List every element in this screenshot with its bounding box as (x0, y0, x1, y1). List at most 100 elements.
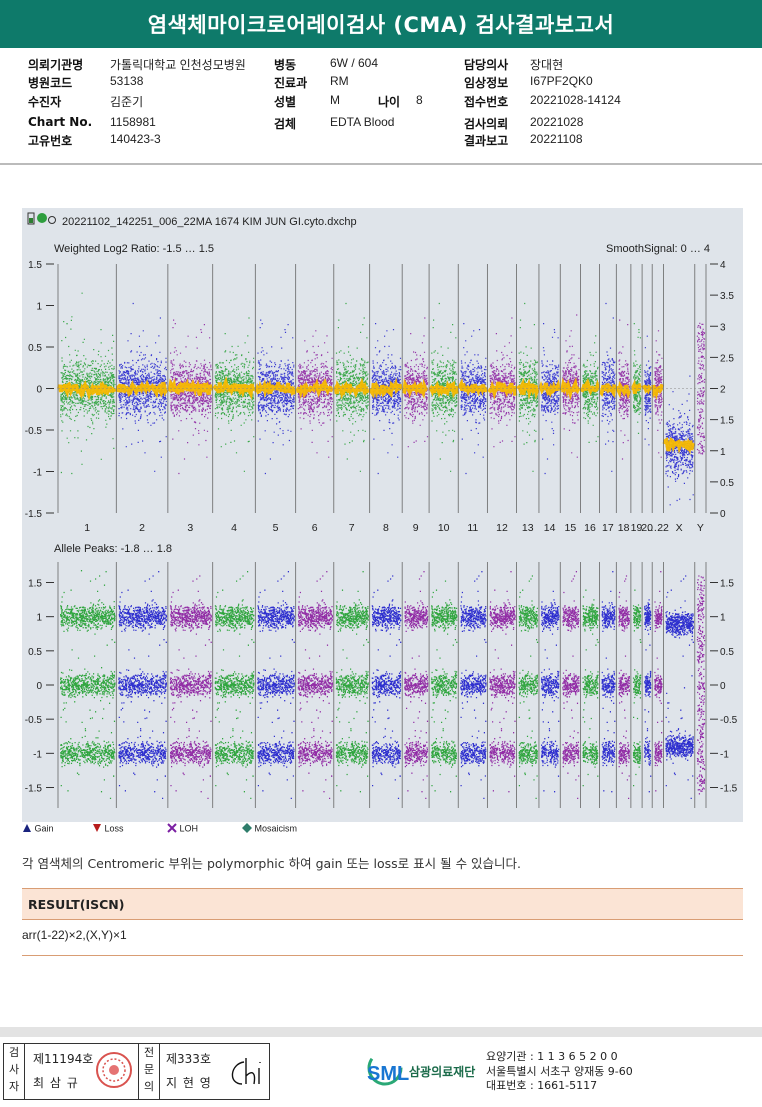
seal-stamp-icon (94, 1050, 134, 1090)
panel2-title: Allele Peaks: -1.8 … 1.8 (54, 543, 172, 555)
chromosome-label: 4 (231, 522, 237, 534)
svg-text:삼광의료재단: 삼광의료재단 (409, 1064, 475, 1079)
smooth-signal-line (333, 377, 370, 400)
allele-points (618, 575, 630, 800)
smooth-signal-line (579, 378, 601, 396)
chromosome-label: 18 (618, 522, 630, 534)
info-label: 의뢰기관명 (28, 58, 84, 72)
data-points (214, 317, 255, 472)
smooth-signal-line (167, 378, 213, 398)
smooth-signal-line (368, 377, 403, 400)
legend-item: Mosaicism (242, 823, 297, 835)
smooth-signal-line (457, 377, 489, 397)
org-logo: SML 삼광의료재단 (365, 1048, 485, 1096)
data-points (489, 317, 516, 448)
allele-points (541, 590, 560, 793)
info-label: Chart No. (28, 115, 93, 129)
y-tick-label: 1.5 (28, 579, 42, 590)
patient-info: 의뢰기관명 가톨릭대학교 인천성모병원 병동 6W / 604 담당의사 장대현 병원코드 5… (0, 52, 762, 152)
y2-tick-label: 4 (720, 260, 726, 271)
centromere-note: 각 염색체의 Centromeric 부위는 polymorphic 하여 ga… (22, 856, 522, 871)
y-tick-label: -1.5 (25, 784, 43, 795)
result-divider (22, 955, 743, 956)
y2-tick-label: 1 (720, 613, 726, 624)
allele-points (601, 571, 616, 793)
info-value: 1158981 (110, 115, 156, 129)
y-tick-label: 1 (36, 302, 42, 313)
y-tick-label: 0 (36, 681, 42, 692)
smooth-signal-line (254, 379, 297, 399)
info-label: 진료과 (274, 76, 308, 90)
allele-points (431, 580, 458, 793)
allele-points (582, 589, 599, 787)
y2-tick-label: 0 (720, 509, 726, 520)
y-tick-label: -1 (33, 468, 42, 479)
info-label: 검체 (274, 117, 297, 131)
legend-label: Gain (34, 823, 54, 834)
y-tick-label: -1 (33, 749, 42, 760)
allele-points (118, 571, 168, 800)
data-points (257, 319, 295, 475)
org-code: 요양기관 : 1 1 3 6 5 2 0 0 (486, 1050, 618, 1063)
info-value: 6W / 604 (330, 56, 379, 70)
y2-tick-label: 3 (720, 322, 726, 333)
smooth-signal-line (641, 384, 653, 395)
y-tick-label: 1.5 (28, 260, 42, 271)
allele-points (214, 571, 255, 800)
chromosome-label: 6 (312, 522, 318, 534)
chromosome-label: 5 (273, 522, 279, 534)
svg-text:SML: SML (367, 1063, 409, 1085)
chromosome-label: 19 (631, 522, 643, 534)
legend-label: Loss (104, 823, 124, 834)
chromosome-label: 10 (438, 522, 450, 534)
y2-tick-label: 0 (720, 681, 726, 692)
battery-icon (27, 212, 35, 225)
smooth-signal-line (115, 379, 168, 399)
legend-item: Loss (92, 823, 124, 835)
y2-tick-label: 2 (720, 385, 726, 396)
allele-points (60, 570, 116, 800)
allele-points (654, 571, 663, 792)
info-value: 20221028 (530, 115, 584, 129)
chromosome-label: 11 (467, 522, 478, 534)
info-label: 고유번호 (28, 134, 73, 148)
loh-icon (167, 823, 177, 835)
info-value: 140423-3 (110, 132, 161, 146)
info-label: 검사의뢰 (464, 117, 509, 131)
y-tick-label: 0 (36, 385, 42, 396)
data-points (460, 323, 487, 475)
allele-points (460, 571, 487, 800)
divider (0, 163, 762, 165)
allele-points (371, 575, 402, 800)
data-points (541, 323, 560, 475)
y2-tick-label: 2.5 (720, 353, 734, 364)
allele-points (257, 571, 295, 800)
org-phone: 대표번호 : 1661-5117 (486, 1079, 598, 1092)
y2-tick-label: -0.5 (720, 715, 738, 726)
info-label: 병동 (274, 58, 297, 72)
allele-points (665, 575, 694, 800)
chromosome-label: 1 (84, 522, 90, 534)
y2-tick-label: -1.5 (720, 784, 738, 795)
y-tick-label: 0.5 (28, 343, 42, 354)
info-label: 성별 (274, 95, 297, 109)
signature-icon (226, 1054, 266, 1093)
smooth-signal-line (651, 383, 665, 401)
cnv-chart-panel: 20221102_142251_006_22MA 1674 KIM JUN GI… (22, 208, 743, 822)
age-value: 8 (416, 93, 423, 107)
allele-points (562, 571, 580, 800)
y2-tick-label: 3.5 (720, 291, 734, 302)
triangle-down-icon (92, 823, 102, 835)
data-points (696, 322, 706, 455)
y2-tick-label: 1.5 (720, 579, 734, 590)
chart-filename: 20221102_142251_006_22MA 1674 KIM JUN GI… (62, 216, 357, 228)
smooth-signal-line (662, 437, 696, 455)
male-icon (48, 216, 56, 224)
result-header: RESULT(ISCN) (22, 888, 743, 920)
legend-label: Mosaicism (254, 823, 298, 834)
panel1-title: Weighted Log2 Ratio: -1.5 … 1.5 (54, 243, 214, 255)
info-label: 담당의사 (464, 58, 509, 72)
chromosome-label: 9 (413, 522, 419, 534)
